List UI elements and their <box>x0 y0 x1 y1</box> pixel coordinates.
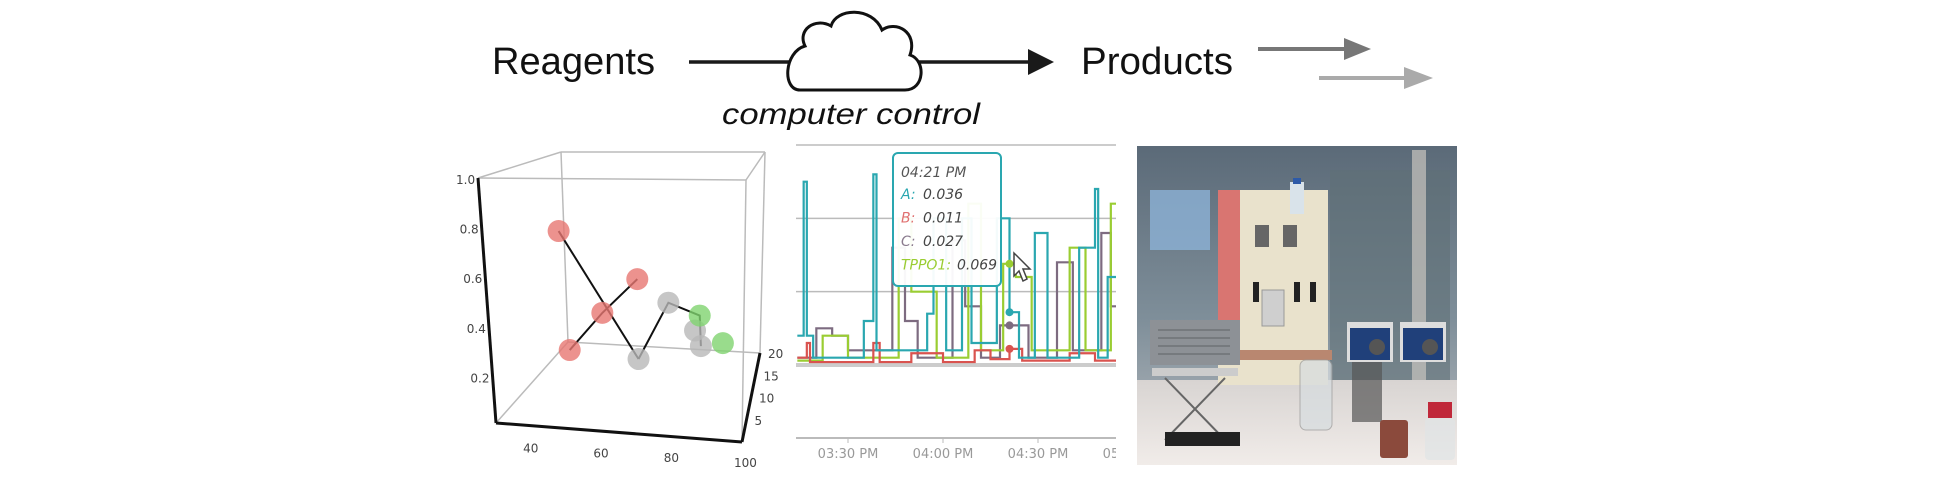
data-point-gray <box>627 348 650 371</box>
trajectory-line <box>557 230 640 360</box>
cloud-icon <box>786 10 923 92</box>
tooltip-series-label: A: <box>900 187 916 203</box>
y-tick-label: 20 <box>768 347 783 361</box>
hover-marker-a <box>1005 308 1014 317</box>
x-tick-label: 04:30 PM <box>1008 447 1069 462</box>
tooltip-series-value: 0.069 <box>957 258 997 274</box>
z-tick-label: 0.6 <box>463 272 482 286</box>
data-point-gray <box>689 335 712 358</box>
tooltip: 04:21 PM A: 0.036 B: 0.011 C: 0.027 TPPO1: 0.06… <box>892 152 1002 287</box>
x-tick-label: 80 <box>664 451 679 465</box>
plot-box <box>477 151 766 443</box>
hover-marker-b <box>1005 344 1014 353</box>
reagents-label: Reagents <box>492 41 655 83</box>
x-tick-label: 05:00 PM <box>1103 447 1164 462</box>
z-tick-label: 0.4 <box>467 322 486 336</box>
x-tick-label: 100 <box>734 456 757 470</box>
arrow-right-icon <box>1028 49 1054 75</box>
reaction-flow: Reagents computer control Products <box>492 10 1433 131</box>
hover-marker-c <box>1005 321 1014 330</box>
data-point-red <box>547 220 570 243</box>
tooltip-box <box>892 152 1002 287</box>
lab-flow-reactor-photo <box>1137 146 1457 465</box>
hover-marker-tppo1 <box>1005 259 1014 268</box>
x-tick-label: 60 <box>593 446 608 460</box>
y-tick-label: 15 <box>764 369 779 383</box>
z-tick-label: 1.0 <box>456 173 475 187</box>
data-point-red <box>558 339 581 362</box>
time-series-chart: 03:30 PM 04:00 PM 04:30 PM 05:00 PM 04:21 P… <box>796 144 1164 462</box>
data-point-green <box>711 332 734 355</box>
tooltip-series-label: C: <box>901 234 916 250</box>
data-point-red <box>591 301 614 324</box>
arrow-right-icon <box>1404 67 1433 89</box>
y-tick-label: 5 <box>755 414 763 428</box>
x-tick-label: 40 <box>523 441 538 455</box>
data-point-red <box>626 268 649 291</box>
y-tick-label: 10 <box>759 392 774 406</box>
3d-scatter-plot: 40 60 80 100 5 10 15 20 0.2 0.4 0.6 0.8 1.0 <box>456 151 783 470</box>
z-tick-label: 0.2 <box>470 371 489 385</box>
tooltip-series-label: TPPO1: <box>901 258 951 274</box>
tooltip-series-value: 0.036 <box>923 187 963 203</box>
tooltip-series-label: B: <box>901 211 915 227</box>
plot-axes <box>476 177 762 444</box>
tooltip-series-value: 0.027 <box>923 234 963 250</box>
x-tick-label: 03:30 PM <box>818 447 879 462</box>
tooltip-time: 04:21 PM <box>901 165 966 181</box>
mouse-pointer-icon <box>1013 251 1032 283</box>
arrow-right-icon <box>1344 38 1371 60</box>
series-line-b <box>797 341 1116 364</box>
z-tick-label: 0.8 <box>460 223 479 237</box>
tooltip-series-value: 0.011 <box>923 211 963 227</box>
data-point-green <box>688 304 711 327</box>
computer-control-label: computer control <box>722 98 982 131</box>
products-label: Products <box>1081 41 1233 83</box>
data-point-gray <box>657 291 680 314</box>
x-tick-label: 04:00 PM <box>913 447 974 462</box>
